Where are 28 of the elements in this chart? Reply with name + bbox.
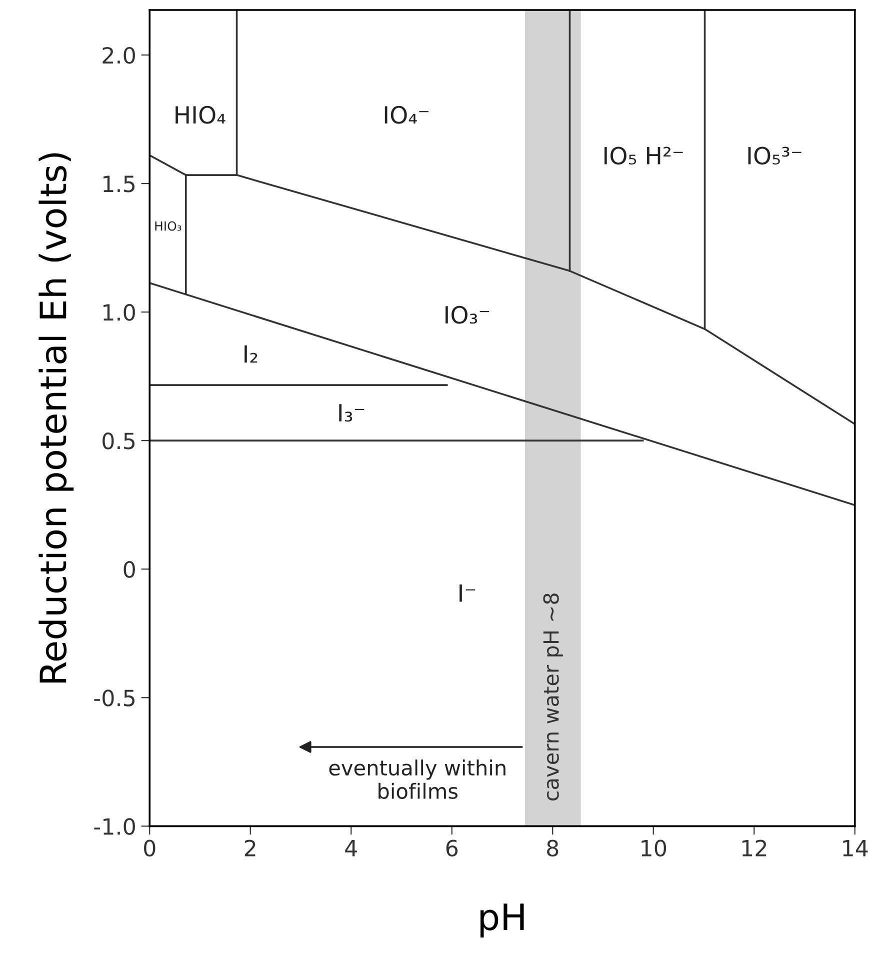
- y-tick-label: 1.5: [104, 176, 134, 192]
- annotation: I₃⁻: [339, 404, 364, 422]
- annotation: IO₅³⁻: [748, 146, 802, 165]
- annotation: IO₅ H²⁻: [604, 146, 683, 165]
- x-tick-label: 14: [843, 840, 868, 856]
- annotation: I⁻: [460, 584, 476, 602]
- y-tick-label: -1.0: [94, 818, 135, 835]
- x-tick-label: 8: [547, 840, 558, 857]
- x-tick-label: 2: [244, 840, 256, 856]
- x-tick-label: 12: [742, 840, 766, 856]
- y-tick-label: -0.5: [94, 690, 134, 706]
- annotation: eventually within biofilms: [329, 760, 506, 799]
- annotation: IO₃⁻: [446, 306, 490, 324]
- annotation: IO₄⁻: [384, 106, 428, 124]
- y-tick-label: 0: [124, 561, 135, 578]
- y-tick-label: 0.5: [102, 432, 134, 450]
- x-axis-title: pH: [480, 904, 524, 938]
- band-label: cavern water pH ~8: [543, 594, 563, 801]
- x-tick-label: 0: [144, 840, 156, 857]
- y-tick-label: 2.0: [102, 46, 135, 64]
- y-tick-label: 1.0: [104, 304, 135, 321]
- annotation: HIO₃: [155, 221, 182, 231]
- annotation: HIO₄: [176, 106, 226, 124]
- x-tick-label: 4: [345, 840, 357, 856]
- x-tick-label: 10: [642, 840, 666, 857]
- y-axis-title: Reduction potential Eh (volts): [38, 153, 74, 683]
- annotation: I₂: [244, 345, 258, 363]
- x-tick-label: 6: [446, 840, 458, 857]
